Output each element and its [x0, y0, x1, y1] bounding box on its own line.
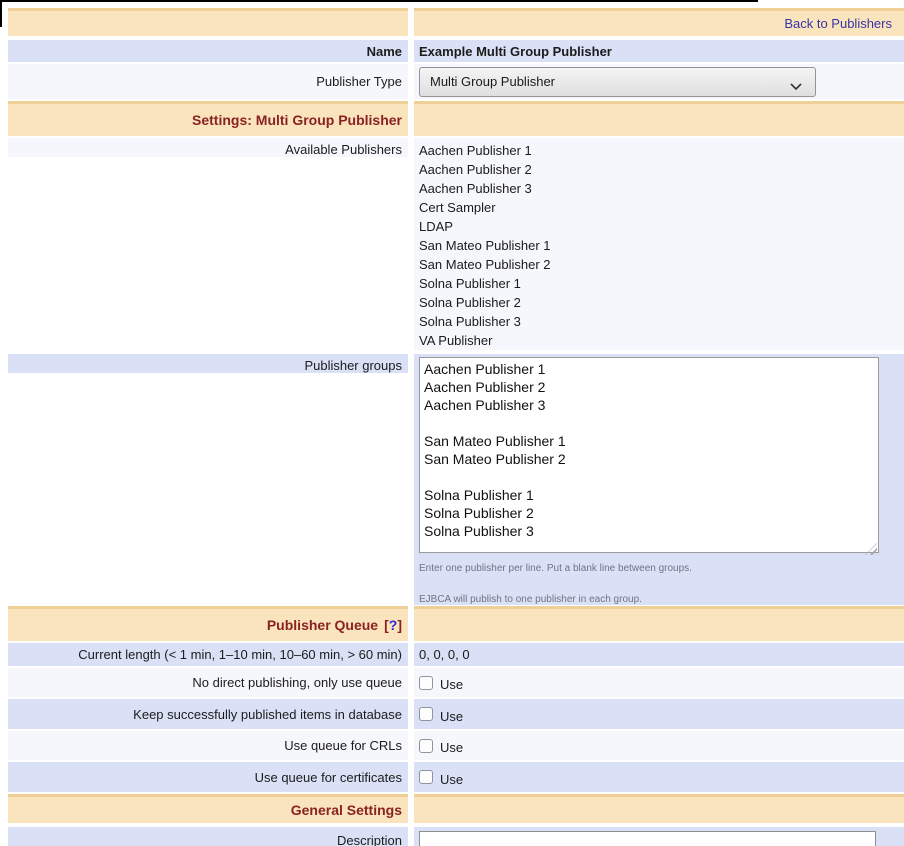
keep-published-items-label: Keep successfully published items in dat…: [8, 699, 408, 729]
publisher-groups-help-line1: Enter one publisher per line. Put a blan…: [419, 563, 692, 574]
no-direct-publishing-label: No direct publishing, only use queue: [8, 668, 408, 697]
help-bracket-open: [: [384, 617, 389, 633]
use-queue-crls-use-label: Use: [440, 740, 464, 755]
available-publisher-item: San Mateo Publisher 1: [419, 238, 551, 253]
general-settings-heading: General Settings: [8, 794, 408, 823]
publisher-groups-row: Publisher groups Aachen Publisher 1 Aach…: [8, 354, 904, 605]
top-bar-left: [8, 8, 408, 36]
top-bar-right: Back to Publishers: [414, 8, 904, 36]
available-publisher-item: Aachen Publisher 3: [419, 181, 532, 196]
use-queue-certificates-row: Use queue for certificates Use: [8, 762, 904, 792]
description-cell: [414, 827, 904, 846]
use-queue-crls-row: Use queue for CRLs Use: [8, 731, 904, 760]
queue-length-label: Current length (< 1 min, 1–10 min, 10–60…: [8, 643, 408, 666]
available-publisher-item: VA Publisher: [419, 333, 493, 348]
keep-published-items-cell: Use: [414, 699, 904, 729]
use-queue-certificates-cell: Use: [414, 762, 904, 792]
publisher-queue-section-header: Publisher Queue [?]: [8, 606, 904, 641]
publisher-type-label: Publisher Type: [8, 64, 408, 99]
available-publisher-item: Cert Sampler: [419, 200, 496, 215]
publisher-type-select[interactable]: Multi Group Publisher: [419, 66, 816, 97]
name-label: Name: [8, 40, 408, 62]
publisher-type-cell: Multi Group Publisher: [414, 64, 904, 99]
use-queue-crls-cell: Use: [414, 731, 904, 760]
publisher-type-selected-value: Multi Group Publisher: [430, 74, 555, 89]
top-bar: Back to Publishers: [8, 8, 904, 36]
available-publisher-item: Aachen Publisher 1: [419, 143, 532, 158]
queue-help-link[interactable]: ?: [388, 617, 398, 633]
name-value: Example Multi Group Publisher: [414, 40, 904, 62]
description-input[interactable]: [419, 831, 876, 846]
available-publisher-item: LDAP: [419, 219, 453, 234]
use-queue-for-crls-checkbox[interactable]: [419, 738, 433, 753]
queue-length-value: 0, 0, 0, 0: [414, 643, 904, 666]
available-publisher-item: San Mateo Publisher 2: [419, 257, 551, 272]
settings-section-header: Settings: Multi Group Publisher: [8, 101, 904, 136]
publisher-queue-heading: Publisher Queue: [266, 617, 379, 633]
use-queue-certificates-use-label: Use: [440, 771, 464, 787]
settings-heading-spacer: [414, 101, 904, 136]
window-edge-artifact-top: [0, 0, 758, 2]
queue-length-row: Current length (< 1 min, 1–10 min, 10–60…: [8, 643, 904, 666]
back-to-publishers-link[interactable]: Back to Publishers: [784, 16, 892, 31]
keep-published-items-row: Keep successfully published items in dat…: [8, 699, 904, 729]
keep-published-items-checkbox[interactable]: [419, 707, 433, 721]
name-row: Name Example Multi Group Publisher: [8, 40, 904, 62]
description-label: Description: [8, 827, 408, 846]
available-publishers-row: Available Publishers Aachen Publisher 1 …: [8, 138, 904, 352]
publisher-queue-heading-spacer: [414, 606, 904, 641]
general-settings-heading-spacer: [414, 794, 904, 823]
publisher-groups-help-line2: EJBCA will publish to one publisher in e…: [419, 594, 642, 605]
chevron-down-icon: [790, 79, 802, 94]
general-settings-section-header: General Settings: [8, 794, 904, 823]
publisher-groups-label: Publisher groups: [8, 354, 408, 373]
help-bracket-close: ]: [397, 617, 402, 633]
publisher-groups-cell: Aachen Publisher 1 Aachen Publisher 2 Aa…: [414, 354, 904, 605]
no-direct-publishing-row: No direct publishing, only use queue Use: [8, 668, 904, 697]
no-direct-publishing-use-label: Use: [440, 677, 464, 692]
use-queue-for-certificates-checkbox[interactable]: [419, 770, 433, 784]
available-publisher-item: Aachen Publisher 2: [419, 162, 532, 177]
publisher-groups-textarea[interactable]: Aachen Publisher 1 Aachen Publisher 2 Aa…: [419, 357, 879, 553]
available-publisher-item: Solna Publisher 3: [419, 314, 521, 329]
no-direct-publishing-checkbox[interactable]: [419, 675, 433, 690]
use-queue-crls-label: Use queue for CRLs: [8, 731, 408, 760]
publisher-form: Back to Publishers Name Example Multi Gr…: [8, 8, 904, 846]
publisher-type-row: Publisher Type Multi Group Publisher: [8, 64, 904, 99]
no-direct-publishing-cell: Use: [414, 668, 904, 697]
publisher-queue-heading-cell: Publisher Queue [?]: [8, 606, 408, 641]
available-publishers-label: Available Publishers: [8, 138, 408, 157]
description-row: Description: [8, 827, 904, 846]
keep-published-items-use-label: Use: [440, 708, 464, 724]
available-publishers-list: Aachen Publisher 1 Aachen Publisher 2 Aa…: [414, 138, 904, 350]
settings-heading: Settings: Multi Group Publisher: [8, 101, 408, 136]
available-publisher-item: Solna Publisher 1: [419, 276, 521, 291]
use-queue-certificates-label: Use queue for certificates: [8, 762, 408, 792]
available-publisher-item: Solna Publisher 2: [419, 295, 521, 310]
window-edge-artifact-left: [0, 0, 2, 27]
